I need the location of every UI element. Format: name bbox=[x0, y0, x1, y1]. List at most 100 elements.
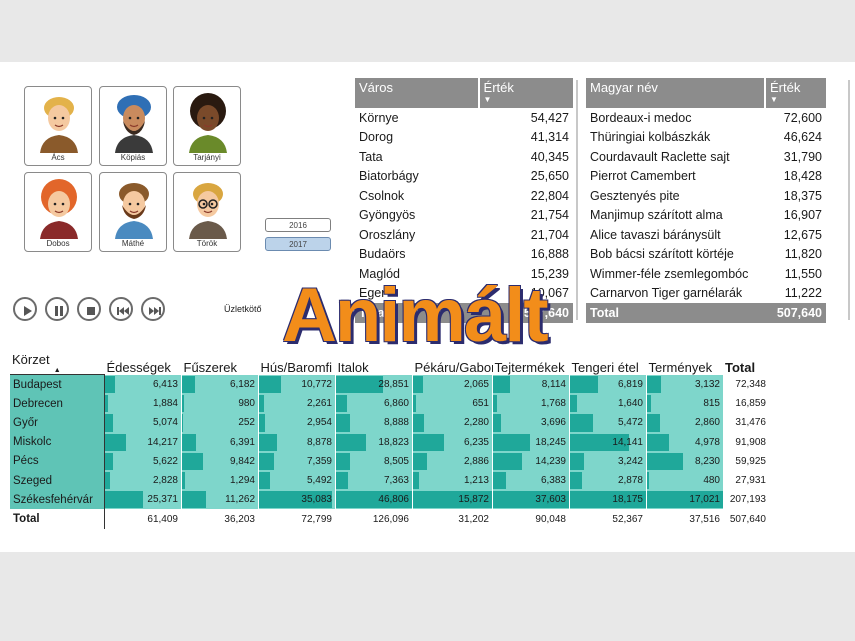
row-value: 21,754 bbox=[530, 208, 569, 223]
matrix-row[interactable]: Miskolc 14,217 6,391 8,878 18,823 6,235 18,245… bbox=[10, 432, 769, 452]
matrix-cell: 9,842 bbox=[181, 451, 259, 471]
matrix-cell: 252 bbox=[181, 413, 259, 433]
table-row[interactable]: Eger 10,067 bbox=[355, 284, 573, 304]
table-row[interactable]: Gyöngyös 21,754 bbox=[355, 206, 573, 226]
column-header[interactable]: Tengeri étel bbox=[571, 359, 639, 375]
matrix-cell: 2,886 bbox=[412, 451, 493, 471]
matrix-row[interactable]: Debrecen 1,884 980 2,261 6,860 651 1,768 1,640 8… bbox=[10, 394, 769, 414]
table-row[interactable]: Bob bácsi szárított körtéje 11,820 bbox=[586, 245, 826, 265]
row-total: 59,925 bbox=[735, 455, 766, 467]
district-label[interactable]: Miskolc bbox=[10, 432, 105, 452]
year-button-2017[interactable]: 2017 bbox=[265, 237, 331, 251]
avatar-4[interactable]: Dobos bbox=[24, 172, 92, 252]
data-bar bbox=[570, 471, 583, 490]
matrix-cell: 4,978 bbox=[646, 432, 723, 452]
fast-forward-button[interactable] bbox=[141, 297, 165, 321]
fast-forward-icon bbox=[149, 307, 161, 315]
table-row[interactable]: Bordeaux-i medoc 72,600 bbox=[586, 108, 826, 128]
rewind-button[interactable] bbox=[109, 297, 133, 321]
column-header[interactable]: Total bbox=[725, 359, 756, 375]
column-header-district[interactable]: Körzet ▲ bbox=[10, 344, 105, 375]
data-bar bbox=[413, 471, 420, 490]
table-row[interactable]: Gesztenyés pite 18,375 bbox=[586, 186, 826, 206]
avatar-6[interactable]: Török bbox=[173, 172, 241, 252]
pause-button[interactable] bbox=[45, 297, 69, 321]
column-header[interactable]: Pékáru/Gabona bbox=[414, 359, 493, 375]
matrix-cell: 28,851 bbox=[335, 374, 413, 395]
column-header[interactable]: Édességek bbox=[106, 359, 171, 375]
stop-button[interactable] bbox=[77, 297, 101, 321]
matrix-row[interactable]: Szeged 2,828 1,294 5,492 7,363 1,213 6,383 2,87… bbox=[10, 470, 769, 491]
table-row[interactable]: Környe 54,427 bbox=[355, 108, 573, 128]
data-bar bbox=[570, 433, 630, 451]
district-label[interactable]: Szeged bbox=[10, 470, 105, 491]
data-bar bbox=[493, 395, 497, 413]
data-bar bbox=[493, 375, 510, 394]
column-header[interactable]: Fűszerek bbox=[183, 359, 237, 375]
table-row[interactable]: Manjimup szárított alma 16,907 bbox=[586, 206, 826, 226]
city-table: Város Érték ▼ Környe 54,427 Dorog 41,314 Tata… bbox=[355, 78, 573, 323]
avatar-2[interactable]: Köpiás bbox=[99, 86, 167, 166]
data-bar bbox=[336, 491, 412, 509]
data-bar bbox=[647, 395, 651, 413]
data-bar bbox=[259, 375, 282, 394]
animated-watermark: Animált bbox=[282, 273, 549, 358]
data-bar bbox=[493, 433, 531, 451]
district-label[interactable]: Pécs bbox=[10, 451, 105, 471]
table-row[interactable]: Maglód 15,239 bbox=[355, 264, 573, 284]
column-header-value[interactable]: Érték ▼ bbox=[477, 78, 573, 108]
row-value: 40,345 bbox=[530, 149, 569, 164]
table-row[interactable]: Csolnok 22,804 bbox=[355, 186, 573, 206]
column-header[interactable]: Tejtermékek bbox=[494, 359, 565, 375]
row-label: Budaörs bbox=[359, 247, 406, 262]
table-row[interactable]: Pierrot Camembert 18,428 bbox=[586, 167, 826, 187]
matrix-row[interactable]: Pécs 5,622 9,842 7,359 8,505 2,886 14,239 3,242… bbox=[10, 451, 769, 471]
play-button[interactable] bbox=[13, 297, 37, 321]
avatar-5[interactable]: Máthé bbox=[99, 172, 167, 252]
total-label: Total bbox=[586, 303, 765, 323]
matrix-cell: 8,505 bbox=[335, 451, 413, 471]
column-header-product[interactable]: Magyar név bbox=[586, 78, 765, 108]
district-label[interactable]: Győr bbox=[10, 413, 105, 433]
column-header[interactable]: Italok bbox=[337, 359, 369, 375]
avatar-3[interactable]: Tarjányi bbox=[173, 86, 241, 166]
table-row[interactable]: Budaörs 16,888 bbox=[355, 245, 573, 265]
data-bar bbox=[647, 491, 723, 509]
table-row[interactable]: Oroszlány 21,704 bbox=[355, 225, 573, 245]
column-header[interactable]: Hús/Baromfi bbox=[260, 359, 333, 375]
row-label: Oroszlány bbox=[359, 227, 416, 242]
row-value: 15,239 bbox=[530, 266, 569, 281]
district-label[interactable]: Debrecen bbox=[10, 394, 105, 414]
column-header-value[interactable]: Érték ▼ bbox=[764, 78, 826, 108]
year-button-2016[interactable]: 2016 bbox=[265, 218, 331, 232]
table-row[interactable]: Biatorbágy 25,650 bbox=[355, 167, 573, 187]
district-label[interactable]: Székesfehérvár bbox=[10, 490, 105, 510]
column-header-city[interactable]: Város bbox=[355, 78, 479, 108]
matrix-cell: 1,884 bbox=[104, 394, 182, 414]
table-row[interactable]: Thüringiai kolbászkák 46,624 bbox=[586, 128, 826, 148]
matrix-cell: 2,860 bbox=[646, 413, 723, 433]
row-total: 31,476 bbox=[735, 417, 766, 429]
column-header[interactable]: Termények bbox=[648, 359, 713, 375]
matrix-row[interactable]: Győr 5,074 252 2,954 8,888 2,280 3,696 5,472 2,8… bbox=[10, 413, 769, 433]
data-bar bbox=[259, 433, 278, 451]
avatar-1[interactable]: Ács bbox=[24, 86, 92, 166]
table-row[interactable]: Alice tavaszi báránysült 12,675 bbox=[586, 225, 826, 245]
table-row[interactable]: Tata 40,345 bbox=[355, 147, 573, 167]
matrix-total-row: Total 61,409 36,203 72,799 126,096 31,202 90,0… bbox=[10, 509, 769, 530]
matrix-cell: 6,391 bbox=[181, 432, 259, 452]
scrollbar[interactable] bbox=[576, 80, 578, 320]
table-row[interactable]: Wimmer-féle zsemlegombóc 11,550 bbox=[586, 264, 826, 284]
table-row[interactable]: Courdavault Raclette sajt 31,790 bbox=[586, 147, 826, 167]
matrix-row[interactable]: Székesfehérvár 25,371 11,262 35,083 46,806 15… bbox=[10, 490, 769, 510]
table-row[interactable]: Dorog 41,314 bbox=[355, 128, 573, 148]
row-label: Bordeaux-i medoc bbox=[590, 110, 692, 125]
table-row[interactable]: Carnarvon Tiger garnélarák 11,222 bbox=[586, 284, 826, 304]
data-bar bbox=[336, 452, 350, 470]
row-label: Maglód bbox=[359, 266, 400, 281]
data-bar bbox=[259, 452, 275, 470]
data-bar bbox=[570, 395, 577, 413]
district-label[interactable]: Budapest bbox=[10, 374, 105, 395]
scrollbar[interactable] bbox=[848, 80, 850, 320]
matrix-row[interactable]: Budapest 6,413 6,182 10,772 28,851 2,065 8,114… bbox=[10, 374, 769, 395]
